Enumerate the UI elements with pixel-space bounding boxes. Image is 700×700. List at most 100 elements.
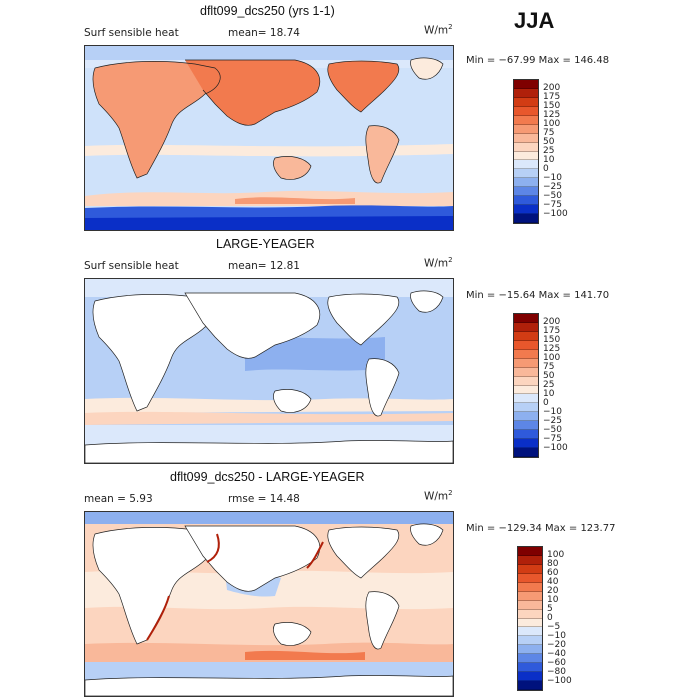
land-north-america — [327, 61, 399, 112]
colorbar-swatch — [514, 385, 538, 395]
colorbar-label: −10 — [547, 630, 566, 641]
panel-1-units: W/m2 — [424, 23, 453, 37]
colorbar-swatch — [514, 80, 538, 89]
land-north-america — [327, 293, 400, 346]
land-south-america — [365, 125, 399, 184]
colorbar-swatch — [518, 654, 542, 664]
colorbar-swatch — [514, 88, 538, 98]
colorbar-label: 60 — [547, 568, 559, 579]
colorbar-swatch — [514, 124, 538, 134]
colorbar-swatch — [514, 421, 538, 431]
colorbar-label: −40 — [547, 648, 566, 659]
tropical-band — [85, 144, 453, 157]
colorbar-swatch — [514, 151, 538, 161]
panel-1-map — [84, 45, 454, 231]
colorbar-swatch — [518, 636, 542, 646]
colorbar-swatch — [514, 142, 538, 152]
colorbar-label: −50 — [543, 424, 562, 435]
panel-3-colorbar: 100 80 60 40 20 10 5 0 −5 −10 −20 −40 −60 −80 −100 — [517, 546, 572, 691]
colorbar-swatch — [514, 331, 538, 341]
panel-3-rmse: rmse = 14.48 — [228, 493, 300, 505]
colorbar-swatch — [514, 412, 538, 422]
colorbar-label: 0 — [547, 613, 553, 623]
colorbar-swatch — [514, 106, 538, 116]
colorbar-swatch — [518, 547, 542, 556]
colorbar-label: −75 — [543, 433, 562, 444]
coastline-north-america — [327, 60, 400, 113]
colorbar-label: −100 — [543, 208, 568, 219]
colorbar-label: 100 — [547, 550, 565, 561]
coastline-asia — [185, 59, 321, 126]
panel-1-title: dflt099_dcs250 (yrs 1-1) — [200, 4, 335, 18]
southern-ocean-warm-core — [245, 650, 365, 660]
colorbar-swatch — [518, 681, 542, 690]
coastal-warm-streak — [146, 595, 170, 641]
land-south-america — [365, 591, 400, 650]
panel-2-mean: mean= 12.81 — [228, 260, 300, 272]
colorbar-swatch — [514, 187, 538, 197]
southern-ocean-band — [85, 397, 453, 413]
colorbar-swatch — [518, 555, 542, 565]
colorbar-swatch — [514, 367, 538, 377]
colorbar-swatch — [514, 376, 538, 386]
colorbar-label: 5 — [547, 604, 553, 615]
colorbar-label: 20 — [547, 586, 559, 597]
colorbar-swatch — [518, 672, 542, 682]
panel-1-variable-label: Surf sensible heat — [84, 27, 179, 39]
coastline-south-america — [365, 125, 400, 184]
antarctic-cold-core — [85, 216, 453, 230]
colorbar-label: 10 — [543, 154, 555, 165]
colorbar-swatch — [514, 448, 538, 457]
colorbar-label: 0 — [543, 163, 549, 174]
panel-3-units: W/m2 — [424, 489, 453, 503]
colorbar-label: 75 — [543, 128, 555, 139]
land-australia — [273, 389, 312, 413]
colorbar-label: −80 — [547, 666, 566, 677]
colorbar-swatch — [514, 160, 538, 170]
season-label: JJA — [514, 8, 555, 33]
land-greenland — [410, 57, 443, 80]
land-greenland — [410, 290, 444, 313]
tropical-cool-pool — [245, 337, 385, 371]
colorbar-label: −100 — [547, 675, 572, 686]
panel-1-colorbar: 200 175 150 125 100 75 50 25 10 0 −10 −25 −50 −75 −100 — [513, 79, 568, 224]
colorbar-swatch — [518, 663, 542, 673]
colorbar-label: −25 — [543, 415, 562, 426]
colorbar-label: −5 — [547, 621, 561, 632]
land-antarctica — [85, 675, 453, 696]
colorbar-label: 200 — [543, 83, 561, 94]
arctic-cool-band — [85, 512, 453, 524]
colorbar-label: 25 — [543, 146, 555, 156]
colorbar-label: 0 — [543, 397, 549, 408]
panel-2-units: W/m2 — [424, 256, 453, 270]
colorbar-swatch — [514, 430, 538, 440]
colorbar-label: −75 — [543, 199, 562, 210]
colorbar-label: −10 — [543, 172, 562, 183]
colorbar-swatch — [514, 349, 538, 359]
land-north-america — [327, 526, 400, 579]
colorbar-swatch — [514, 403, 538, 413]
colorbar-label: 200 — [543, 317, 561, 328]
colorbar-swatch — [518, 609, 542, 619]
colorbar-swatch — [518, 600, 542, 610]
colorbar-label: 10 — [547, 595, 559, 606]
colorbar-label: 150 — [543, 335, 561, 346]
colorbar-swatch — [514, 196, 538, 206]
panel-1-minmax: Min = −67.99 Max = 146.48 — [466, 55, 610, 66]
southern-ocean-warm — [85, 411, 453, 425]
colorbar-label: 40 — [547, 577, 559, 588]
colorbar-label: 175 — [543, 326, 561, 337]
colorbar-swatch — [518, 627, 542, 637]
colorbar-label: −100 — [543, 442, 568, 453]
coastal-warm-streak — [206, 533, 220, 563]
land-australia — [273, 622, 312, 646]
colorbar-label: 125 — [543, 110, 561, 121]
colorbar-label: 175 — [543, 92, 561, 103]
colorbar-swatch — [514, 314, 538, 323]
colorbar-label: 50 — [543, 371, 555, 382]
colorbar-label: 50 — [543, 137, 555, 148]
colorbar-label: 125 — [543, 344, 561, 355]
southern-ocean-warm-core — [235, 197, 355, 204]
colorbar-swatch — [514, 358, 538, 368]
land-asia — [185, 60, 320, 126]
